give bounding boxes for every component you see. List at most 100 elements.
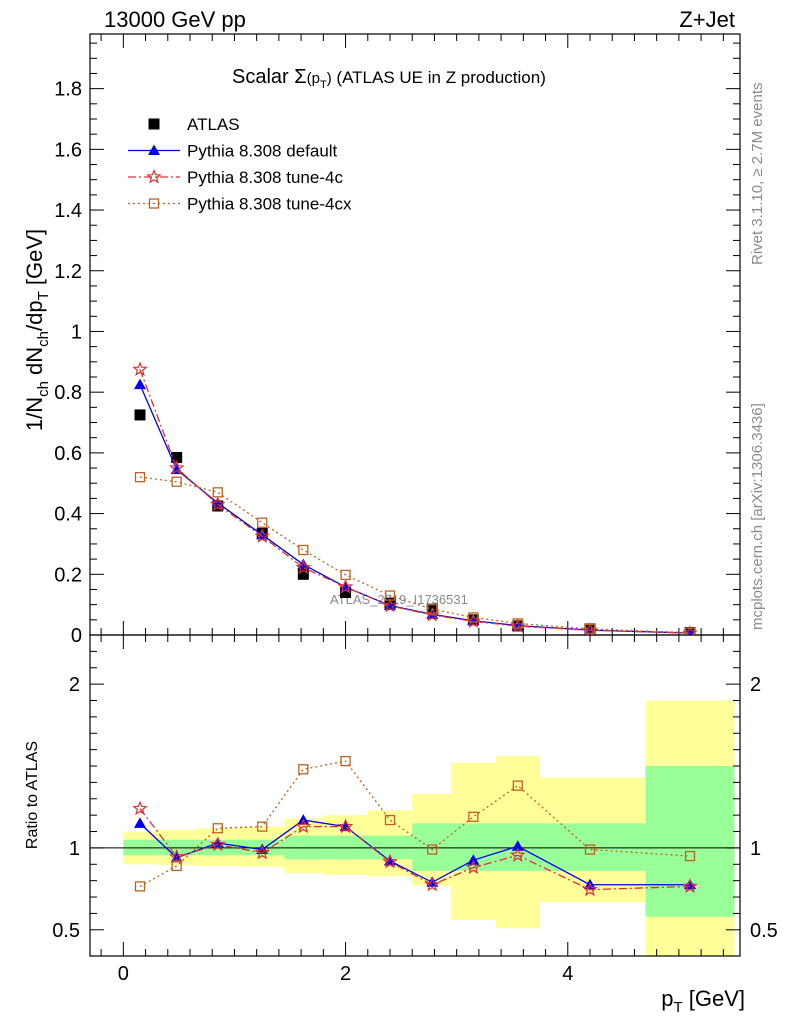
ratio-point-tune4c bbox=[210, 836, 226, 852]
ratio-point-tune4c bbox=[168, 848, 185, 864]
data-point-tune4cx bbox=[134, 472, 146, 483]
data-point-tune4cx bbox=[427, 604, 438, 615]
series-line-tune4cx bbox=[139, 476, 691, 634]
legend-marker-tune4cx bbox=[148, 198, 160, 209]
data-point-atlas bbox=[171, 451, 183, 463]
x-tick-label: 2 bbox=[340, 963, 351, 985]
ratio-point-default bbox=[134, 817, 146, 828]
data-point-default bbox=[134, 378, 146, 390]
data-point-tune4c bbox=[254, 528, 270, 543]
ratio-point-tune4cx bbox=[512, 780, 523, 791]
ratio-y-tick-label: 2 bbox=[69, 674, 80, 696]
x-axis-label: pT [GeV] bbox=[661, 986, 745, 1016]
legend: ATLAS Pythia 8.308 default Pythia 8.308 tu… bbox=[128, 115, 352, 214]
rivet-version-label: Rivet 3.1.10, ≥ 2.7M events bbox=[749, 83, 766, 266]
y-tick-label: 0 bbox=[71, 625, 82, 647]
data-point-tune4cx bbox=[384, 590, 396, 601]
ratio-y-tick-label: 1 bbox=[69, 838, 80, 860]
ratio-point-tune4c bbox=[682, 878, 698, 893]
plot-title: Scalar Σ(pT) (ATLAS UE in Z production) bbox=[232, 66, 546, 91]
ratio-plot-frame bbox=[89, 634, 741, 957]
data-point-tune4c bbox=[295, 559, 312, 575]
data-point-tune4cx bbox=[212, 487, 223, 498]
ratio-point-tune4cx bbox=[384, 814, 396, 826]
data-point-tune4cx bbox=[171, 476, 182, 487]
y-tick-label: 0.4 bbox=[54, 504, 82, 526]
y-tick-label: 0.6 bbox=[54, 443, 82, 465]
ratio-point-tune4c bbox=[510, 847, 526, 862]
legend-label-tune4cx: Pythia 8.308 tune-4cx bbox=[187, 195, 352, 214]
legend-marker-tune4c bbox=[146, 168, 162, 184]
y-tick-label: 0.2 bbox=[54, 564, 82, 586]
y-tick-label: 1 bbox=[71, 321, 82, 343]
data-point-tune4c bbox=[210, 496, 226, 512]
data-point-tune4c bbox=[337, 578, 354, 594]
ratio-uncertainty-bands bbox=[123, 700, 735, 956]
ratio-point-tune4cx bbox=[212, 823, 223, 834]
y-tick-label: 0.8 bbox=[54, 382, 82, 404]
ratio-point-tune4c bbox=[254, 844, 270, 860]
ratio-point-tune4cx bbox=[427, 844, 438, 855]
y-tick-label: 1.4 bbox=[54, 200, 82, 222]
x-tick-label: 0 bbox=[118, 963, 129, 985]
ratio-point-tune4cx bbox=[684, 850, 696, 862]
data-point-default bbox=[297, 558, 310, 570]
ratio-y-tick-label-right: 1 bbox=[750, 838, 761, 860]
ratio-y-tick-label-right: 0.5 bbox=[750, 920, 778, 942]
data-point-atlas bbox=[134, 409, 146, 421]
ratio-y-axis-label: Ratio to ATLAS bbox=[24, 741, 41, 849]
ratio-point-tune4c bbox=[582, 881, 598, 897]
data-point-tune4c bbox=[132, 361, 148, 377]
ratio-point-tune4cx bbox=[298, 764, 309, 775]
legend-marker-atlas bbox=[148, 118, 160, 130]
ratio-point-tune4c bbox=[382, 853, 398, 869]
mcplots-reference-label: mcplots.cern.ch [arXiv:1306.3436] bbox=[749, 403, 766, 630]
ratio-point-tune4cx bbox=[468, 811, 479, 822]
ratio-y-tick-label-right: 2 bbox=[750, 674, 761, 696]
data-point-tune4cx bbox=[512, 618, 523, 629]
ratio-point-tune4c bbox=[132, 800, 148, 816]
data-point-tune4cx bbox=[468, 612, 479, 623]
ratio-point-tune4c bbox=[465, 859, 482, 875]
legend-label-default: Pythia 8.308 default bbox=[187, 142, 338, 161]
y-axis-label: 1/Nch dNch/dpT [GeV] bbox=[22, 229, 52, 431]
axis-ticks: 0 2 4 0 0.2 0.4 0.6 0.8 1 1.2 1.4 1.6 1.8 0.5 0.5 1 1 2 2 bbox=[52, 34, 778, 985]
y-tick-label: 1.8 bbox=[54, 79, 82, 101]
data-point-tune4cx bbox=[584, 623, 596, 635]
ratio-point-tune4c bbox=[337, 818, 354, 834]
data-point-tune4cx bbox=[257, 517, 268, 528]
ratio-point-tune4cx bbox=[340, 755, 351, 767]
ratio-point-tune4cx bbox=[134, 881, 146, 892]
header-energy-label: 13000 GeV pp bbox=[104, 7, 246, 32]
analysis-watermark: ATLAS_2019_I1736531 bbox=[330, 592, 468, 607]
series-line-tune4c bbox=[139, 369, 691, 634]
legend-label-atlas: ATLAS bbox=[187, 115, 240, 134]
ratio-y-tick-label: 0.5 bbox=[52, 920, 80, 942]
header-process-label: Z+Jet bbox=[679, 7, 735, 32]
data-point-tune4c bbox=[168, 459, 185, 475]
y-tick-label: 1.6 bbox=[54, 139, 82, 161]
data-point-atlas bbox=[297, 568, 309, 580]
ratio-stat-uncertainty-bin bbox=[412, 823, 452, 871]
legend-label-tune4c: Pythia 8.308 tune-4c bbox=[187, 168, 343, 187]
ratio-line-tune4c bbox=[139, 808, 691, 891]
ratio-point-default bbox=[256, 843, 269, 855]
legend-marker-default bbox=[148, 144, 160, 155]
ratio-point-tune4c bbox=[295, 818, 312, 834]
data-point-tune4cx bbox=[298, 544, 309, 556]
ratio-stat-uncertainty-bin bbox=[645, 766, 735, 917]
data-point-tune4cx bbox=[684, 627, 696, 635]
y-tick-label: 1.2 bbox=[54, 261, 82, 283]
ratio-stat-uncertainty-bin bbox=[540, 823, 646, 871]
data-point-tune4cx bbox=[340, 569, 351, 581]
data-point-tune4c bbox=[382, 597, 398, 613]
data-point-atlas bbox=[340, 587, 352, 599]
x-tick-label: 4 bbox=[562, 963, 573, 985]
ratio-point-tune4cx bbox=[257, 821, 268, 832]
ratio-point-default bbox=[511, 840, 524, 851]
main-series-group bbox=[132, 361, 698, 635]
ratio-point-tune4cx bbox=[171, 860, 182, 872]
ratio-point-tune4cx bbox=[584, 844, 596, 855]
ratio-point-tune4c bbox=[424, 876, 440, 892]
